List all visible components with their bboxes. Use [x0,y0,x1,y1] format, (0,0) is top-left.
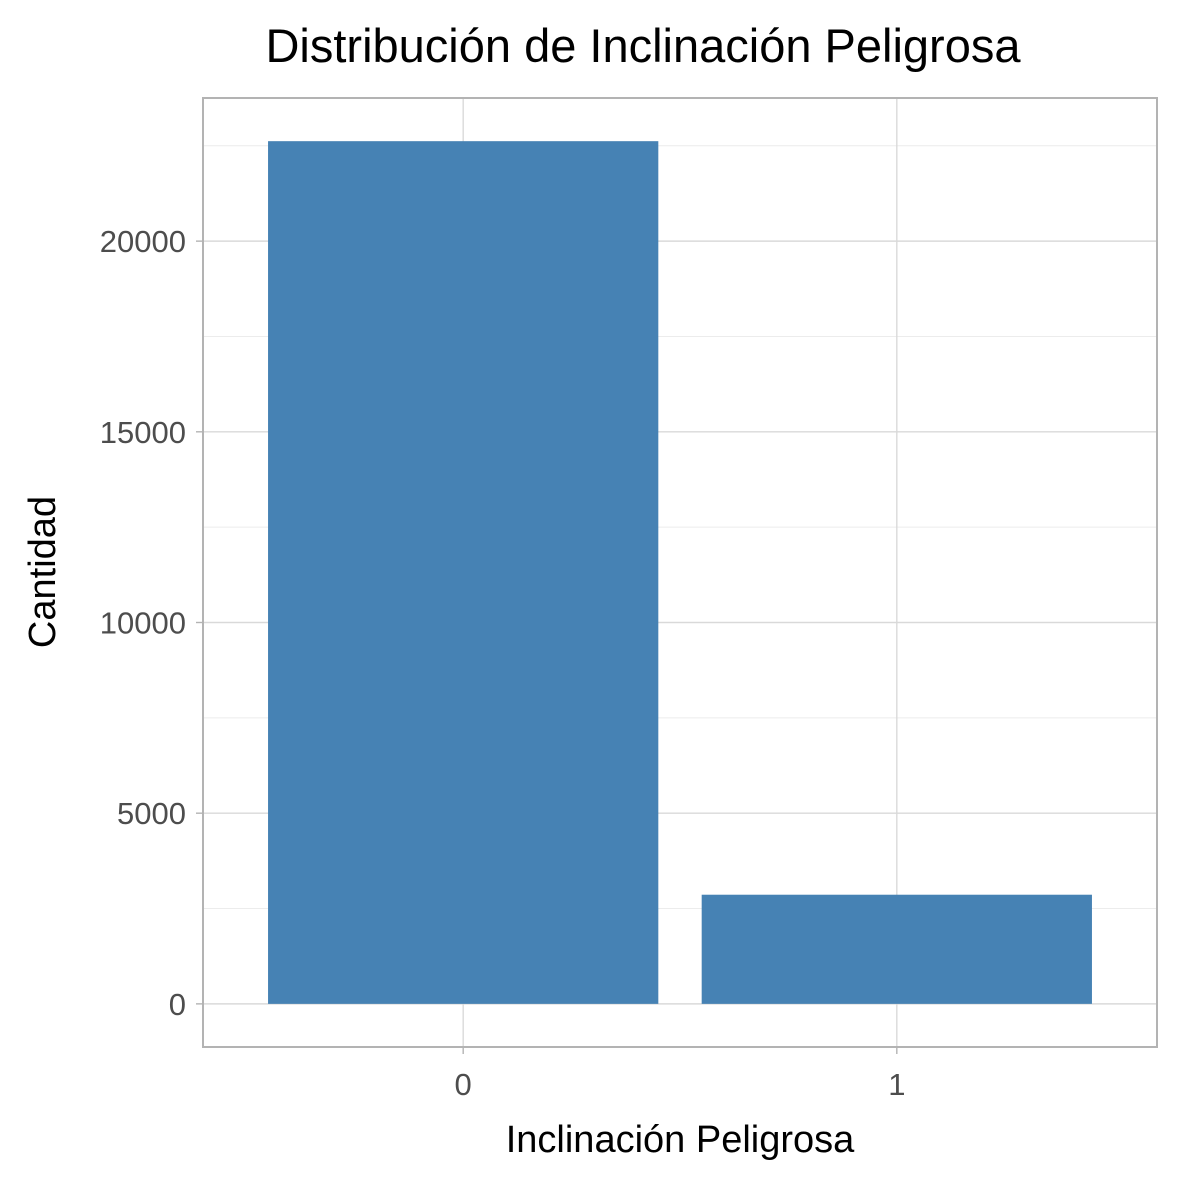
y-tick-label: 15000 [100,415,186,450]
x-tick-label: 0 [455,1067,472,1102]
x-tick-label: 1 [888,1067,905,1102]
y-tick-label: 0 [169,987,186,1022]
bars [268,141,1092,1004]
y-tick-label: 10000 [100,605,186,640]
bar-1 [701,894,1092,1004]
bar-0 [268,141,659,1004]
chart-title: Distribución de Inclinación Peligrosa [265,19,1021,72]
y-axis-ticks: 0 5000 10000 15000 20000 [100,224,203,1022]
y-tick-label: 20000 [100,224,186,259]
x-axis-title: Inclinación Peligrosa [506,1119,855,1161]
panel-border [202,97,1158,1048]
y-tick-label: 5000 [117,796,186,831]
y-axis-title: Cantidad [22,496,64,648]
